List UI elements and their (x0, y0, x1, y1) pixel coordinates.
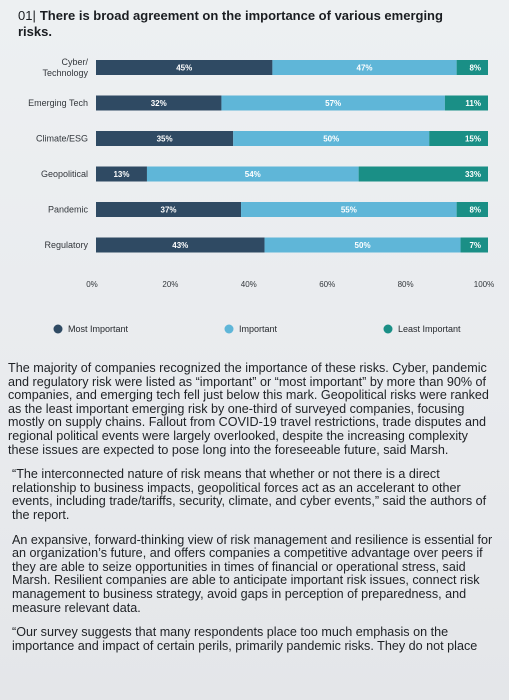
bar-segment (96, 166, 147, 182)
bar-segment (146, 166, 359, 182)
legend-marker (224, 324, 234, 334)
figure-number: 01| (18, 8, 36, 23)
bar-segment (460, 237, 488, 253)
data-label: 45% (176, 64, 192, 73)
data-label: 35% (157, 135, 173, 144)
legend-marker (53, 324, 63, 334)
x-tick-label: 20% (162, 280, 178, 289)
category-label: Geopolitical (41, 169, 88, 179)
article-paragraph: “Our survey suggests that many responden… (12, 625, 478, 653)
data-label: 33% (465, 170, 481, 179)
stacked-bar-chart: Cyber/Technology 45% 47% 8% Emerging Tech 32%… (28, 57, 494, 334)
bar-segment (96, 60, 273, 75)
data-label: 8% (469, 206, 481, 215)
bar-segment (233, 131, 430, 146)
bar-segment (241, 202, 457, 217)
article-body: The majority of companies recognized the… (8, 361, 502, 664)
category-label: Emerging Tech (28, 98, 88, 108)
bar-segment (264, 237, 461, 253)
x-tick-label: 60% (319, 280, 335, 289)
x-tick-label: 40% (241, 280, 257, 289)
category-label: Climate/ESG (36, 134, 88, 144)
category-label: Cyber/ (61, 57, 88, 67)
data-label: 37% (161, 206, 177, 215)
legend-marker (383, 324, 393, 334)
data-label: 43% (172, 241, 188, 250)
bar-segment (96, 131, 234, 146)
chart-title-block: 01| There is broad agreement on the impor… (18, 8, 458, 40)
data-label: 8% (469, 64, 481, 73)
category-label: Regulatory (44, 240, 88, 250)
data-label: 15% (465, 135, 481, 144)
data-label: 55% (341, 206, 357, 215)
data-label: 11% (465, 99, 481, 108)
data-label: 54% (245, 170, 261, 179)
article-paragraph: The majority of companies recognized the… (8, 361, 489, 457)
bar-segment (456, 60, 488, 75)
bar-segment (456, 202, 488, 217)
category-label: Pandemic (48, 205, 89, 215)
data-label: 50% (323, 135, 339, 144)
x-tick-label: 80% (398, 280, 414, 289)
x-tick-label: 0% (86, 280, 98, 289)
legend-label: Important (239, 324, 278, 334)
data-label: 32% (151, 99, 167, 108)
bar-segment (96, 202, 242, 217)
article-paragraph: “The interconnected nature of risk means… (12, 467, 487, 522)
category-label: Technology (42, 68, 88, 78)
bar-segment (221, 95, 445, 111)
chart-title: There is broad agreement on the importan… (18, 8, 443, 39)
bar-segment (96, 95, 222, 111)
article-paragraph: An expansive, forward-thinking view of r… (12, 532, 493, 615)
data-label: 57% (325, 99, 341, 108)
x-tick-label: 100% (474, 280, 494, 289)
legend-label: Most Important (68, 324, 129, 334)
bar-segment (429, 131, 488, 146)
data-label: 7% (469, 241, 481, 250)
bar-segment (444, 95, 488, 111)
data-label: 47% (357, 64, 373, 73)
bar-segment (358, 166, 488, 182)
data-label: 13% (113, 170, 129, 179)
legend-label: Least Important (398, 324, 461, 334)
bar-segment (96, 237, 265, 253)
data-label: 50% (355, 241, 371, 250)
bar-segment (272, 60, 457, 75)
